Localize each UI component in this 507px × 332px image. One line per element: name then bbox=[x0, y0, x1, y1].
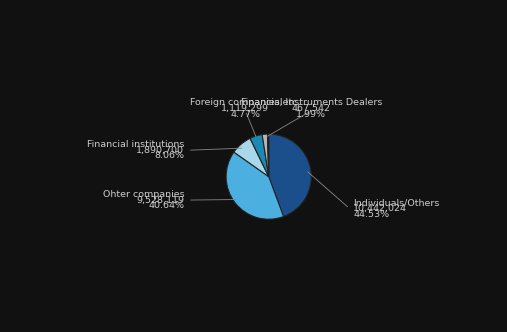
Text: 1.99%: 1.99% bbox=[296, 110, 327, 119]
Wedge shape bbox=[269, 134, 311, 216]
Text: 44.53%: 44.53% bbox=[353, 209, 389, 219]
Text: Individuals/Others: Individuals/Others bbox=[353, 199, 440, 208]
Text: Financial institutions: Financial institutions bbox=[87, 140, 185, 149]
Text: 40.64%: 40.64% bbox=[149, 201, 185, 210]
Text: 1,119,299: 1,119,299 bbox=[221, 104, 269, 113]
Text: Foreign companies,etc.: Foreign companies,etc. bbox=[190, 99, 301, 108]
Text: 10,442,024: 10,442,024 bbox=[353, 204, 407, 213]
Text: 1,890,700: 1,890,700 bbox=[136, 146, 185, 155]
Text: 4.77%: 4.77% bbox=[230, 110, 260, 119]
Wedge shape bbox=[234, 138, 269, 177]
Text: Financial Instruments Dealers: Financial Instruments Dealers bbox=[241, 99, 382, 108]
Wedge shape bbox=[250, 134, 269, 177]
Text: 9,528,119: 9,528,119 bbox=[136, 196, 185, 205]
Text: Ohter companies: Ohter companies bbox=[103, 190, 185, 199]
Wedge shape bbox=[268, 134, 269, 177]
Wedge shape bbox=[226, 152, 283, 219]
Text: 467,542: 467,542 bbox=[292, 104, 331, 113]
Wedge shape bbox=[262, 134, 269, 177]
Text: 8.06%: 8.06% bbox=[155, 151, 185, 160]
